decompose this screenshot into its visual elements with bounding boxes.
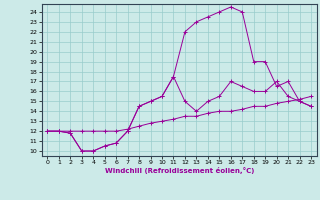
X-axis label: Windchill (Refroidissement éolien,°C): Windchill (Refroidissement éolien,°C) — [105, 167, 254, 174]
